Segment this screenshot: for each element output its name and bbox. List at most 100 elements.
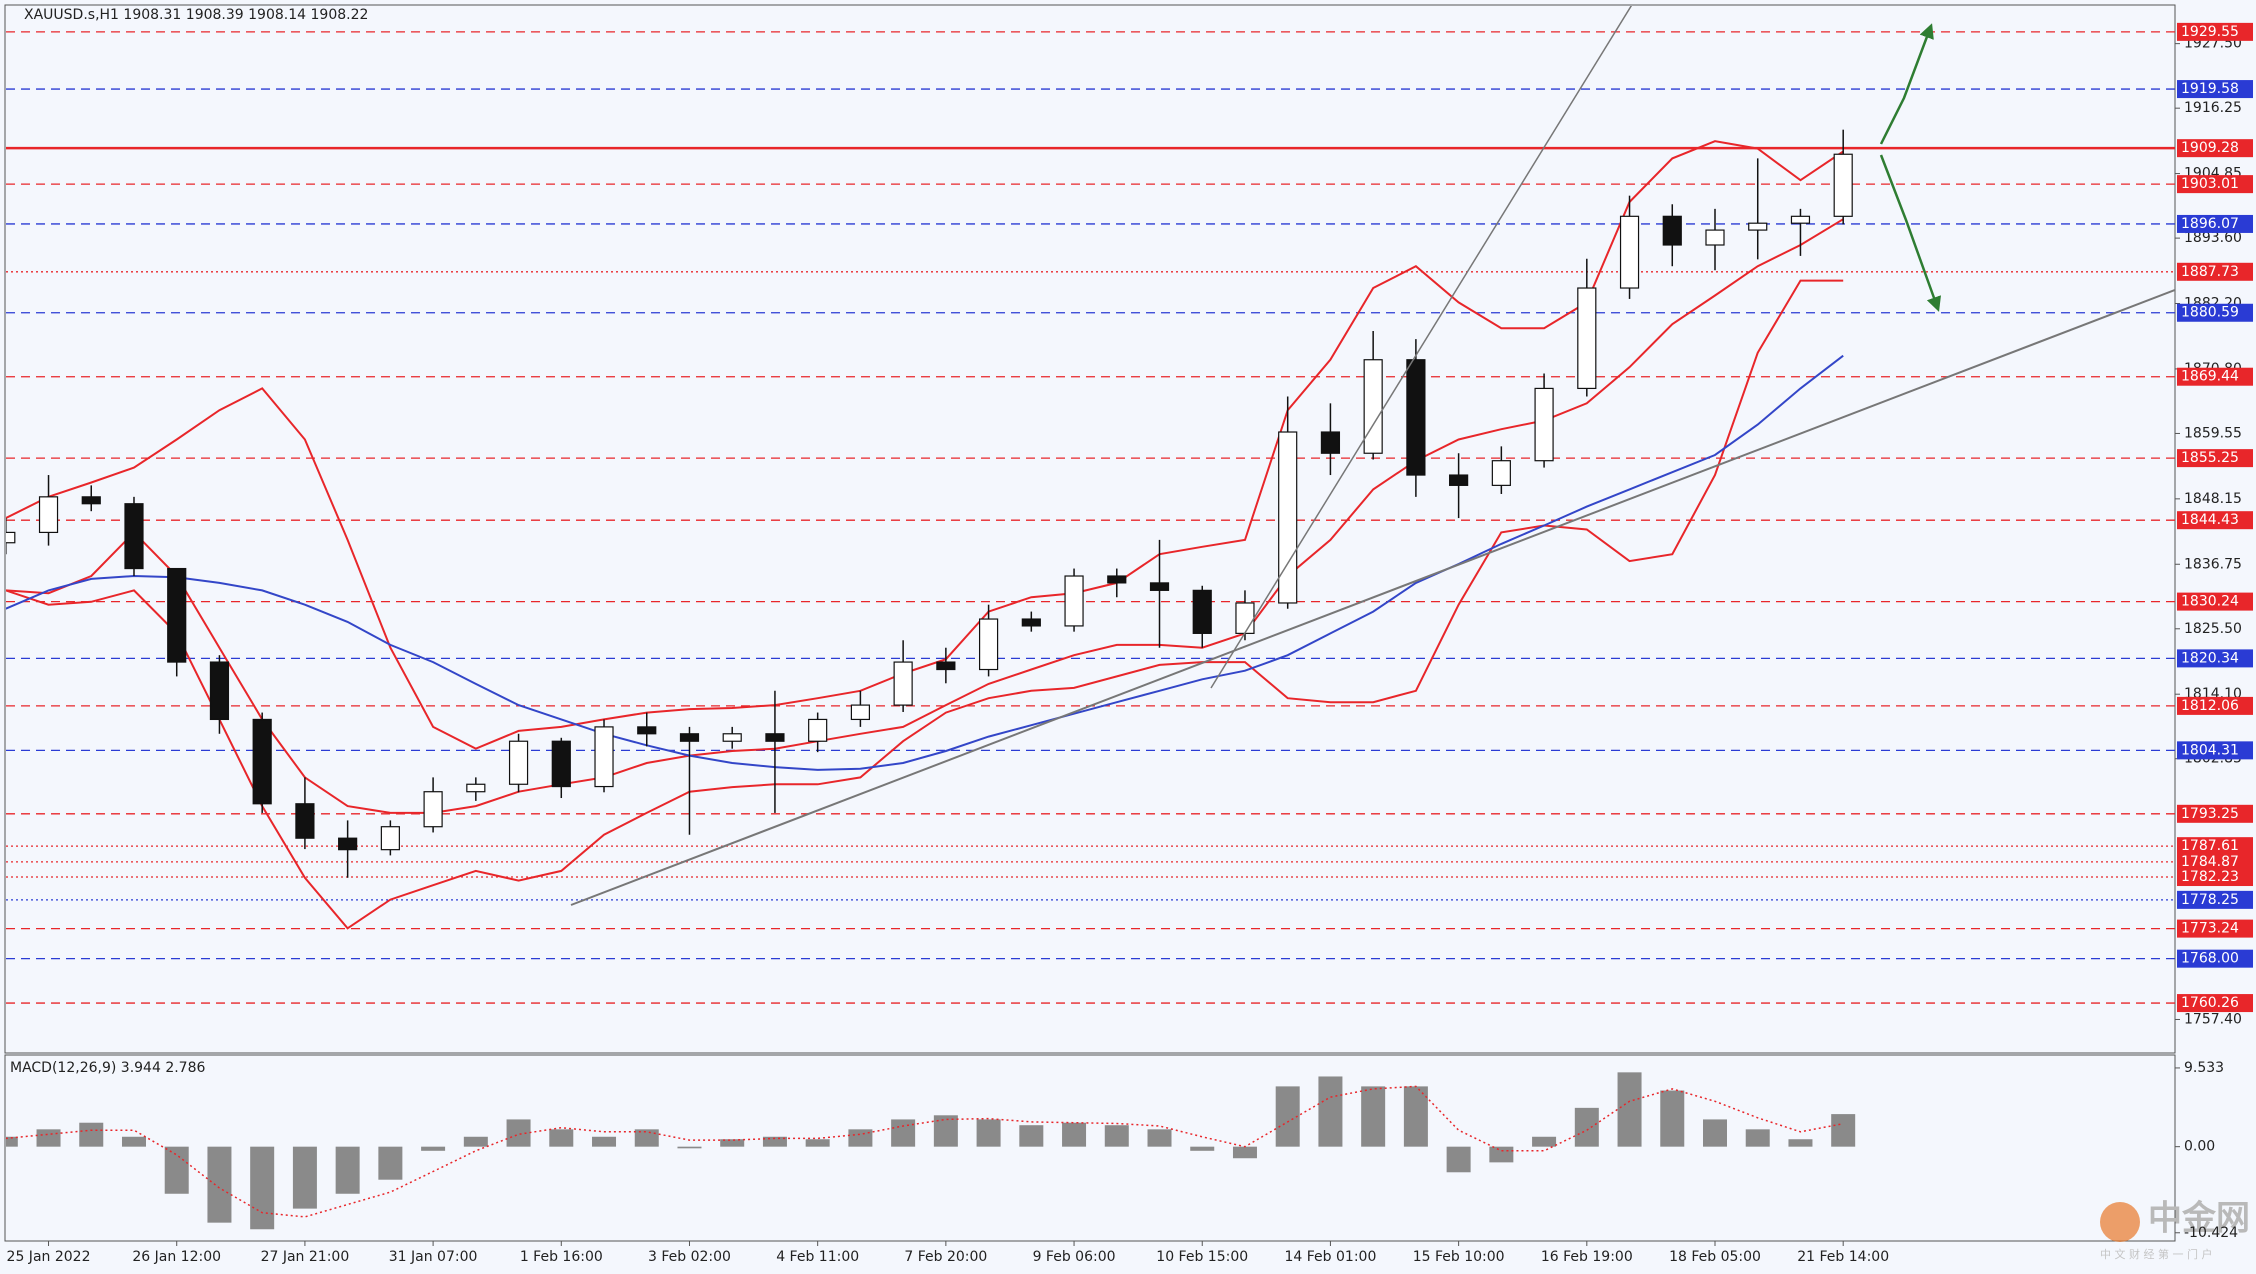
y-tick-label: 1825.50 <box>2184 621 2242 637</box>
level-label: 1768.00 <box>2181 951 2239 967</box>
candle-body <box>1619 215 1640 289</box>
y-tick-label: 1848.15 <box>2184 491 2242 507</box>
candle-body <box>850 704 871 721</box>
level-label-box <box>2177 852 2253 871</box>
candle-body <box>423 791 443 828</box>
candle-body <box>765 733 785 742</box>
candle-body <box>6 531 16 544</box>
candle-body <box>1449 474 1469 486</box>
logo <box>2100 1202 2140 1242</box>
macd-bar <box>463 1136 488 1147</box>
level-label: 1784.87 <box>2181 854 2239 870</box>
x-tick-label: 15 Feb 10:00 <box>1413 1249 1505 1265</box>
y-tick-label: 1836.75 <box>2184 556 2242 572</box>
macd-bar <box>121 1136 146 1147</box>
macd-bar <box>164 1146 189 1194</box>
macd-bar <box>421 1146 446 1151</box>
level-label: 1830.24 <box>2181 594 2239 610</box>
candle-body <box>1662 215 1682 246</box>
y-tick-label: 1859.55 <box>2184 425 2242 441</box>
signal-value: 2.786 <box>165 1060 205 1076</box>
level-label: 1896.07 <box>2181 216 2239 232</box>
candle-body <box>1149 582 1170 591</box>
macd-bar <box>976 1119 1001 1147</box>
y-tick-label: 1893.60 <box>2184 230 2242 246</box>
macd-bar <box>1446 1146 1471 1173</box>
macd-bar <box>1574 1107 1599 1147</box>
level-label: 1778.25 <box>2181 892 2239 908</box>
macd-bar <box>250 1146 275 1230</box>
macd-bar <box>1318 1076 1343 1147</box>
level-label: 1887.73 <box>2181 264 2239 280</box>
watermark-sub: 中 文 财 经 第 一 门 户 <box>2100 1247 2212 1261</box>
candle-body <box>808 718 828 742</box>
x-tick-label: 9 Feb 06:00 <box>1033 1249 1116 1265</box>
level-label: 1869.44 <box>2181 369 2239 385</box>
candle-body <box>551 740 571 788</box>
level-label-box <box>2177 949 2253 968</box>
candle-body <box>679 733 700 742</box>
x-tick-label: 27 Jan 21:00 <box>261 1249 350 1265</box>
x-tick-label: 14 Feb 01:00 <box>1285 1249 1377 1265</box>
candle-body <box>124 503 144 570</box>
macd-bar <box>1703 1119 1727 1147</box>
candle-body <box>1235 602 1255 634</box>
level-label: 1773.24 <box>2181 921 2239 937</box>
x-tick-label: 10 Feb 15:00 <box>1156 1249 1248 1265</box>
macd-frame <box>4 1054 2176 1242</box>
level-label: 1919.58 <box>2181 81 2239 97</box>
macd-bar <box>1660 1090 1685 1147</box>
level-label-box <box>2177 367 2253 386</box>
macd-bar <box>1617 1072 1642 1147</box>
level-label: 1855.25 <box>2181 450 2239 466</box>
macd-bar <box>1062 1122 1087 1147</box>
level-label-box <box>2177 592 2253 611</box>
candle-body <box>167 567 187 663</box>
drawings <box>570 6 2175 906</box>
candle-body <box>637 726 657 735</box>
x-tick-label: 4 Feb 11:00 <box>776 1249 859 1265</box>
level-label-box <box>2177 511 2253 530</box>
candle-body <box>81 496 101 505</box>
candle-body <box>936 661 956 671</box>
up-arrow <box>1879 23 1934 145</box>
y-tick-label: 1757.40 <box>2184 1011 2242 1027</box>
macd-bar <box>79 1122 104 1147</box>
macd-bar <box>1019 1125 1044 1147</box>
macd-bar <box>1831 1114 1856 1147</box>
candle-body <box>722 733 742 742</box>
candle-body <box>1107 575 1127 584</box>
candle-body <box>1320 431 1341 454</box>
quote-low: 1908.14 <box>248 7 306 23</box>
level-label: 1929.55 <box>2181 24 2239 40</box>
macd-bar <box>592 1136 617 1147</box>
macd-bar <box>1403 1086 1428 1147</box>
level-label-box <box>2177 696 2253 715</box>
x-tick-label: 1 Feb 16:00 <box>520 1249 603 1265</box>
level-label-box <box>2177 919 2253 938</box>
down-arrow <box>1879 154 1941 312</box>
level-label: 1787.61 <box>2181 838 2239 854</box>
x-tick-label: 7 Feb 20:00 <box>904 1249 987 1265</box>
x-tick-label: 31 Jan 07:00 <box>389 1249 478 1265</box>
candle-body <box>338 837 358 851</box>
macd-bar <box>1532 1136 1557 1147</box>
macd-bar <box>1489 1146 1514 1163</box>
quote-close: 1908.22 <box>311 7 369 23</box>
macd-bar <box>720 1139 745 1147</box>
candle-body <box>380 826 400 851</box>
candle-body <box>594 726 614 788</box>
y-tick-label: 9.533 <box>2184 1060 2224 1076</box>
macd-bar <box>1104 1125 1129 1147</box>
candle-body <box>209 661 230 721</box>
x-tick-label: 21 Feb 14:00 <box>1797 1249 1889 1265</box>
macd-bar <box>891 1119 916 1147</box>
level-label: 1880.59 <box>2181 305 2239 321</box>
candle-body <box>1790 215 1811 224</box>
level-label-box <box>2177 80 2253 99</box>
macd-bar <box>6 1136 18 1147</box>
level-label-box <box>2177 303 2253 322</box>
